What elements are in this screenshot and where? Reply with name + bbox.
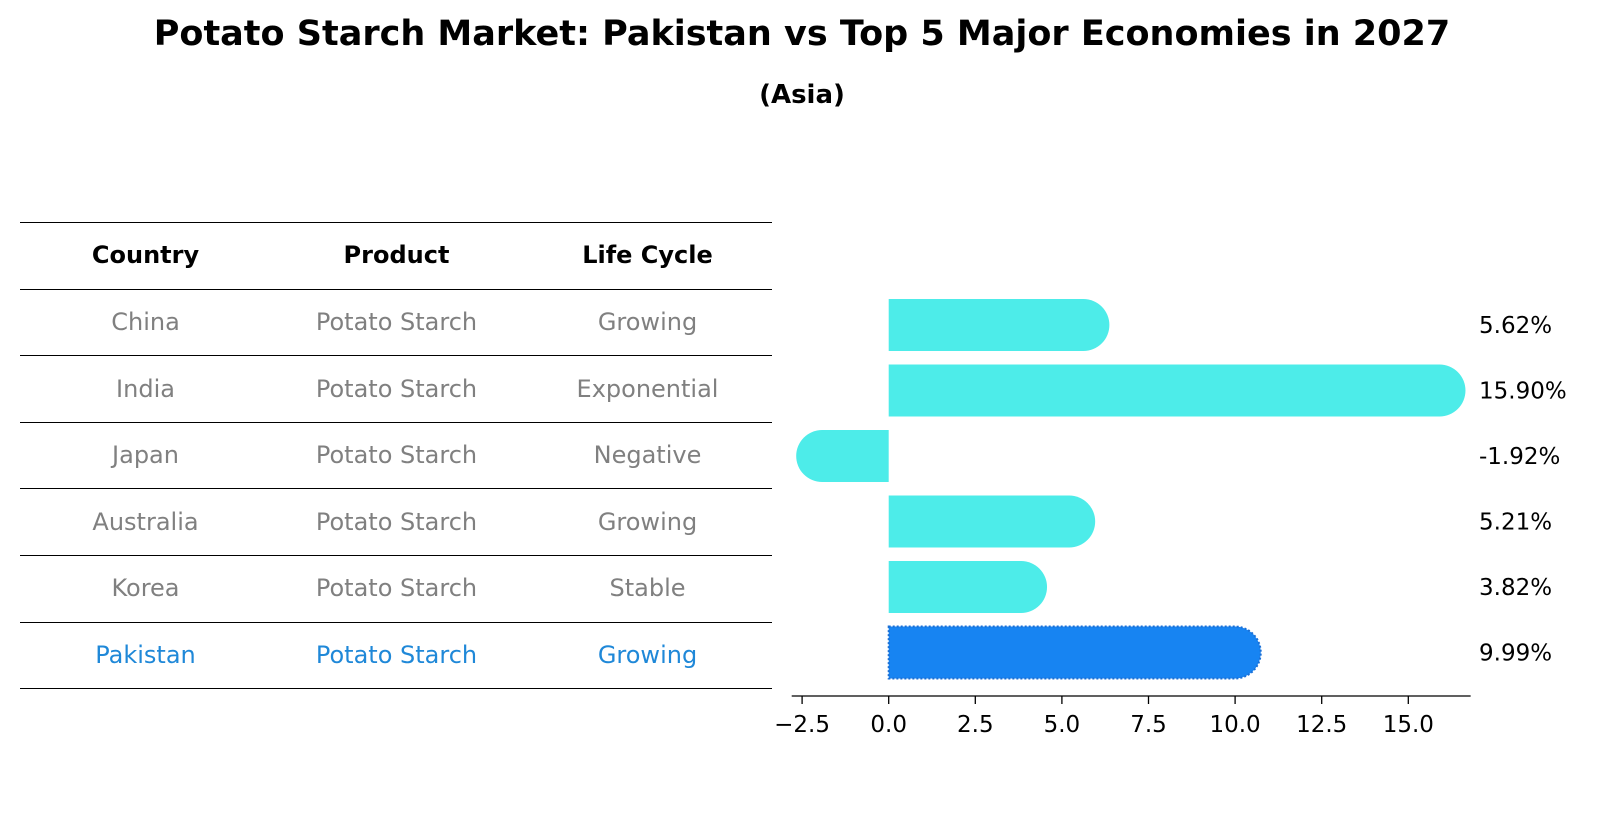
country-cell: Korea	[111, 574, 180, 603]
life-cycle-cell: Growing	[597, 640, 698, 669]
life-cycle-cell: Negative	[593, 441, 702, 470]
life-cycle-cell: Growing	[597, 307, 698, 336]
x-tick-label: 2.5	[957, 712, 994, 738]
table-divider	[20, 222, 772, 223]
bar-korea	[888, 561, 1048, 613]
bar-japan	[796, 430, 889, 482]
chart-subtitle: (Asia)	[759, 80, 845, 110]
life-cycle-cell: Growing	[597, 507, 698, 536]
value-label: 5.62%	[1479, 313, 1552, 339]
value-label: 9.99%	[1479, 641, 1552, 667]
chart-title: Potato Starch Market: Pakistan vs Top 5 …	[153, 14, 1451, 54]
table-header: Product	[343, 241, 450, 270]
table-divider	[20, 621, 772, 623]
table-divider	[20, 288, 772, 290]
x-tick-label: 15.0	[1383, 712, 1434, 738]
table-header: Life Cycle	[582, 241, 713, 270]
table-divider	[20, 688, 772, 690]
table-divider	[20, 555, 772, 556]
country-cell: Pakistan	[95, 640, 196, 669]
country-cell: Japan	[112, 441, 179, 470]
x-tick-label: −2.5	[774, 712, 830, 738]
bar-australia	[888, 495, 1096, 548]
table-divider	[20, 488, 772, 490]
x-tick-label: 7.5	[1130, 712, 1167, 738]
product-cell: Potato Starch	[315, 507, 478, 536]
country-cell: Australia	[92, 507, 199, 536]
value-label: 3.82%	[1479, 575, 1552, 601]
value-label: -1.92%	[1479, 444, 1560, 470]
product-cell: Potato Starch	[315, 574, 478, 603]
table-header: Country	[91, 241, 200, 270]
x-tick-label: 0.0	[870, 712, 907, 738]
country-cell: China	[111, 307, 180, 336]
bar-pakistan	[887, 625, 1262, 680]
table-divider	[20, 355, 772, 357]
product-cell: Potato Starch	[315, 374, 478, 403]
value-label: 5.21%	[1479, 510, 1552, 536]
x-tick-label: 10.0	[1209, 712, 1260, 738]
bar-china	[888, 299, 1110, 351]
bar-india	[888, 364, 1466, 417]
product-cell: Potato Starch	[315, 441, 478, 470]
x-tick-label: 12.5	[1296, 712, 1347, 738]
country-cell: India	[116, 374, 175, 403]
x-tick-label: 5.0	[1044, 712, 1081, 738]
life-cycle-cell: Exponential	[576, 374, 719, 403]
value-label: 15.90%	[1479, 379, 1567, 405]
life-cycle-cell: Stable	[609, 574, 686, 603]
product-cell: Potato Starch	[315, 640, 478, 669]
table-divider	[20, 421, 772, 423]
product-cell: Potato Starch	[315, 307, 478, 336]
